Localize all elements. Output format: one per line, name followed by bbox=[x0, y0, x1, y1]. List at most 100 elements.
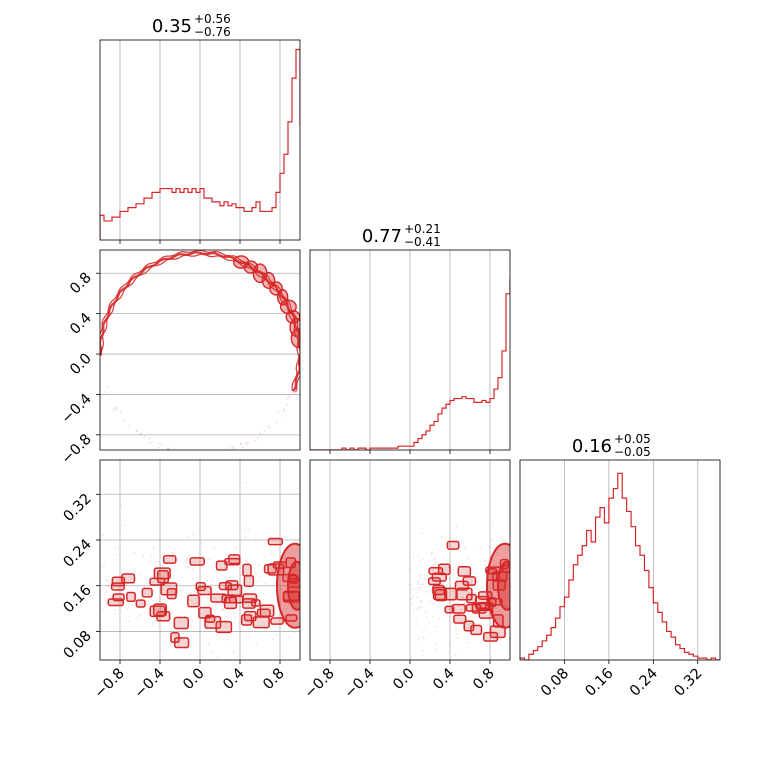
sample-point bbox=[283, 576, 286, 579]
sample-point bbox=[159, 572, 162, 575]
sample-point bbox=[133, 571, 136, 573]
sample-point bbox=[425, 611, 428, 614]
sample-point bbox=[420, 573, 423, 576]
x-tick-label: 0.16 bbox=[583, 666, 617, 700]
sample-point bbox=[436, 626, 439, 628]
sample-point bbox=[263, 555, 266, 558]
sample-point bbox=[452, 569, 454, 572]
sample-point bbox=[409, 567, 412, 570]
sample-point bbox=[196, 596, 199, 599]
sample-point bbox=[505, 632, 508, 635]
contour-cell bbox=[243, 574, 255, 587]
contour-cell bbox=[189, 557, 205, 566]
sample-point bbox=[220, 451, 222, 453]
sample-point bbox=[149, 560, 152, 562]
sample-point bbox=[199, 532, 202, 534]
contour-cell bbox=[205, 614, 216, 623]
sample-point bbox=[433, 557, 436, 560]
sample-point bbox=[201, 542, 203, 545]
panel-title: 0.77 +0.21−0.41 bbox=[362, 222, 441, 249]
contour-cell bbox=[162, 555, 177, 564]
sample-point bbox=[259, 432, 261, 435]
contour-cell bbox=[434, 588, 448, 602]
contour-cell bbox=[457, 566, 472, 577]
sample-point bbox=[259, 576, 262, 578]
title-minus: −0.76 bbox=[194, 25, 231, 39]
sample-point bbox=[173, 592, 176, 594]
x-tick-label: 0.8 bbox=[470, 666, 498, 694]
sample-point bbox=[422, 583, 425, 585]
sample-point bbox=[506, 541, 509, 544]
sample-point bbox=[448, 577, 451, 579]
title-plus: +0.21 bbox=[404, 222, 441, 236]
sample-point bbox=[248, 604, 250, 607]
contour-cell bbox=[224, 557, 241, 566]
sample-point bbox=[435, 557, 438, 560]
sample-point bbox=[534, 575, 536, 577]
sample-point bbox=[172, 556, 174, 558]
contour-cell bbox=[252, 616, 270, 629]
sample-point bbox=[447, 566, 450, 569]
sample-point bbox=[215, 455, 217, 457]
contour-cell bbox=[135, 599, 146, 608]
contour-cell bbox=[256, 608, 271, 618]
sample-point bbox=[214, 603, 217, 606]
sample-point bbox=[276, 421, 278, 424]
contour-cell bbox=[470, 624, 483, 636]
sample-points bbox=[409, 522, 551, 660]
sample-point bbox=[434, 642, 437, 645]
sample-point bbox=[428, 600, 431, 603]
sample-point bbox=[280, 589, 283, 592]
sample-point bbox=[248, 577, 251, 580]
title-minus: −0.41 bbox=[404, 235, 441, 249]
sample-point bbox=[255, 643, 258, 646]
sample-point bbox=[150, 441, 153, 444]
sample-point bbox=[115, 407, 118, 410]
sample-point bbox=[287, 602, 290, 605]
sample-point bbox=[258, 564, 261, 567]
sample-point bbox=[207, 597, 209, 600]
sample-point bbox=[463, 547, 466, 550]
tick-marks bbox=[96, 272, 100, 436]
sample-point bbox=[103, 391, 106, 394]
sample-point bbox=[427, 620, 430, 622]
sample-point bbox=[461, 563, 464, 566]
sample-point bbox=[549, 628, 551, 630]
sample-point bbox=[504, 551, 507, 554]
sample-point bbox=[231, 605, 233, 608]
contour-cell bbox=[141, 587, 153, 598]
sample-point bbox=[137, 586, 139, 589]
sample-point bbox=[480, 623, 483, 625]
axes-frame bbox=[99, 249, 301, 451]
sample-point bbox=[281, 415, 284, 417]
x-tick-label: 0.8 bbox=[260, 666, 288, 694]
sample-point bbox=[490, 539, 493, 542]
sample-point bbox=[103, 564, 106, 567]
sample-point bbox=[189, 599, 192, 601]
sample-point bbox=[128, 424, 131, 427]
contour-levels bbox=[427, 540, 510, 642]
plot-area bbox=[100, 48, 300, 240]
sample-point bbox=[268, 426, 271, 429]
sample-point bbox=[476, 581, 479, 583]
sample-point bbox=[531, 612, 533, 614]
x-tick-label: 0.4 bbox=[220, 666, 248, 694]
sample-point bbox=[435, 543, 438, 546]
sample-point bbox=[419, 559, 422, 562]
sample-point bbox=[102, 534, 104, 537]
y-tick-label: 0.24 bbox=[61, 537, 95, 571]
sample-point bbox=[225, 590, 227, 592]
sample-point bbox=[455, 579, 458, 581]
sample-point bbox=[150, 555, 153, 558]
sample-point bbox=[182, 632, 184, 635]
sample-point bbox=[104, 591, 107, 593]
sample-point bbox=[143, 592, 146, 594]
sample-point bbox=[233, 566, 236, 569]
sample-point bbox=[416, 580, 419, 583]
contour-cell bbox=[215, 620, 233, 634]
histogram-step bbox=[100, 48, 300, 240]
sample-point bbox=[185, 453, 187, 455]
sample-point bbox=[484, 559, 486, 561]
panel-title: 0.16 +0.05−0.05 bbox=[572, 432, 651, 459]
